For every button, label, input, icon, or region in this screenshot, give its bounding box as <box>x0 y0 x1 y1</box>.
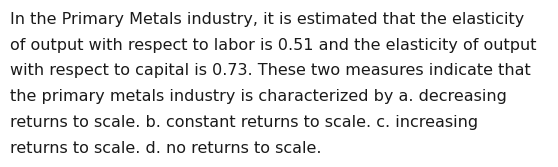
Text: with respect to capital is 0.73. These two measures indicate that: with respect to capital is 0.73. These t… <box>10 63 531 78</box>
Text: In the Primary Metals industry, it is estimated that the elasticity: In the Primary Metals industry, it is es… <box>10 12 525 27</box>
Text: returns to scale. b. constant returns to scale. c. increasing: returns to scale. b. constant returns to… <box>10 115 478 130</box>
Text: the primary metals industry is characterized by a. decreasing: the primary metals industry is character… <box>10 89 507 104</box>
Text: returns to scale. d. no returns to scale.: returns to scale. d. no returns to scale… <box>10 141 321 156</box>
Text: of output with respect to labor is 0.51 and the elasticity of output: of output with respect to labor is 0.51 … <box>10 38 537 53</box>
